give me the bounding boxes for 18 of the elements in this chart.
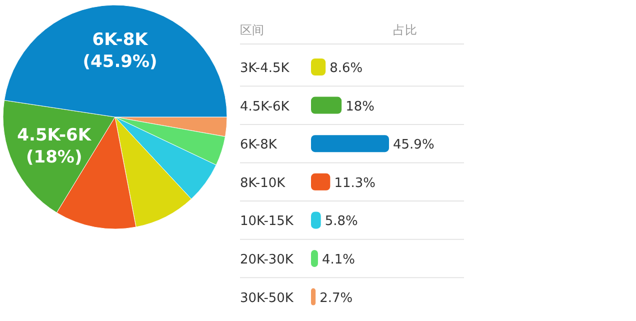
y-tick-label: 6K-8K — [240, 138, 278, 153]
y-tick-label: 30K-50K — [240, 290, 294, 306]
data-label: 4.1% — [322, 252, 355, 268]
y-tick-label: 4.5K-6K — [240, 99, 290, 114]
y-tick-label: 8K-10K — [240, 176, 286, 191]
data-label: 45.9% — [393, 138, 434, 153]
data-label: 18% — [346, 99, 374, 114]
data-label: 5.8% — [324, 214, 358, 230]
data-label: 11.3% — [334, 176, 376, 191]
y-tick-label: 3K-4.5K — [240, 61, 290, 76]
data-label: 6K-8K (45.9%) — [82, 30, 158, 72]
data-label: 2.7% — [320, 290, 353, 306]
y-tick-label: 20K-30K — [240, 252, 294, 268]
data-label: 8.6% — [330, 61, 363, 76]
y-axis-title: 区间 — [240, 23, 264, 37]
y-tick-label: 10K-15K — [240, 214, 294, 230]
x-axis-title: 占比 — [393, 23, 417, 37]
data-label: 4.5K-6K (18%) — [17, 125, 92, 168]
